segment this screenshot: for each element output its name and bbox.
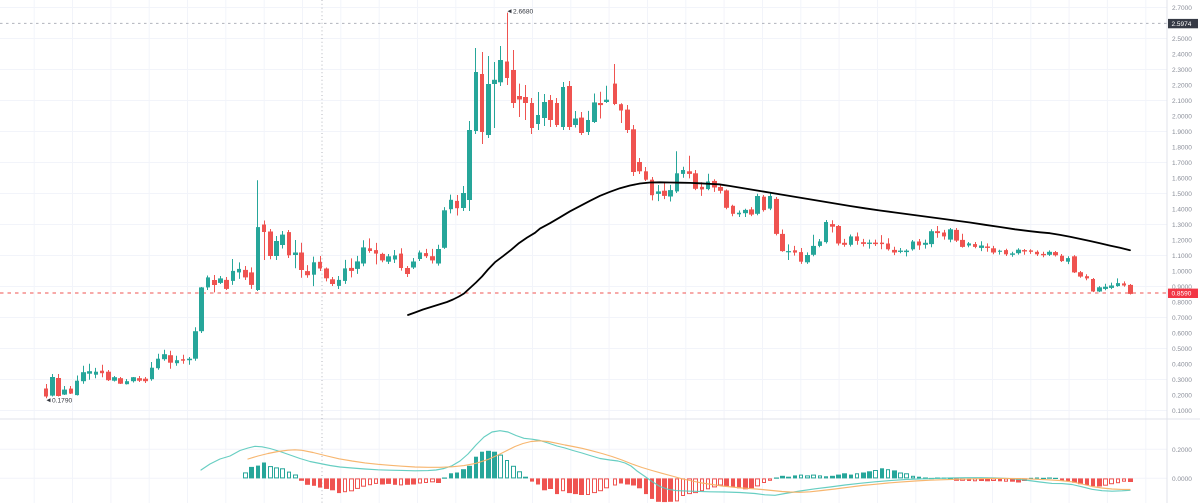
svg-text:0.9000: 0.9000 [1172, 284, 1192, 291]
svg-text:0.1000: 0.1000 [1172, 408, 1192, 415]
svg-text:2.6680: 2.6680 [513, 9, 534, 16]
svg-text:0.3000: 0.3000 [1172, 377, 1192, 384]
svg-text:0.6000: 0.6000 [1172, 331, 1192, 338]
svg-text:2.5974: 2.5974 [1172, 21, 1192, 28]
svg-text:1.0000: 1.0000 [1172, 269, 1192, 276]
svg-text:1.9000: 1.9000 [1172, 129, 1192, 136]
svg-text:0.1790: 0.1790 [52, 398, 73, 405]
svg-text:1.7000: 1.7000 [1172, 160, 1192, 167]
svg-text:2.7000: 2.7000 [1172, 5, 1192, 12]
svg-text:1.6000: 1.6000 [1172, 176, 1192, 183]
svg-text:2.2000: 2.2000 [1172, 83, 1192, 90]
svg-text:2.1000: 2.1000 [1172, 98, 1192, 105]
svg-text:1.2000: 1.2000 [1172, 238, 1192, 245]
svg-text:0.8000: 0.8000 [1172, 300, 1192, 307]
svg-text:2.3000: 2.3000 [1172, 67, 1192, 74]
svg-text:1.8000: 1.8000 [1172, 145, 1192, 152]
svg-text:0.5000: 0.5000 [1172, 346, 1192, 353]
svg-text:1.5000: 1.5000 [1172, 191, 1192, 198]
svg-text:0.0000: 0.0000 [1172, 476, 1192, 483]
svg-text:1.3000: 1.3000 [1172, 222, 1192, 229]
svg-text:0.7000: 0.7000 [1172, 315, 1192, 322]
svg-text:0.2000: 0.2000 [1172, 447, 1192, 454]
svg-text:1.1000: 1.1000 [1172, 253, 1192, 260]
svg-text:2.5000: 2.5000 [1172, 36, 1192, 43]
svg-text:0.8590: 0.8590 [1172, 291, 1192, 298]
svg-text:1.4000: 1.4000 [1172, 207, 1192, 214]
svg-text:0.4000: 0.4000 [1172, 362, 1192, 369]
svg-text:2.4000: 2.4000 [1172, 52, 1192, 59]
svg-text:2.0000: 2.0000 [1172, 114, 1192, 121]
svg-text:0.2000: 0.2000 [1172, 393, 1192, 400]
